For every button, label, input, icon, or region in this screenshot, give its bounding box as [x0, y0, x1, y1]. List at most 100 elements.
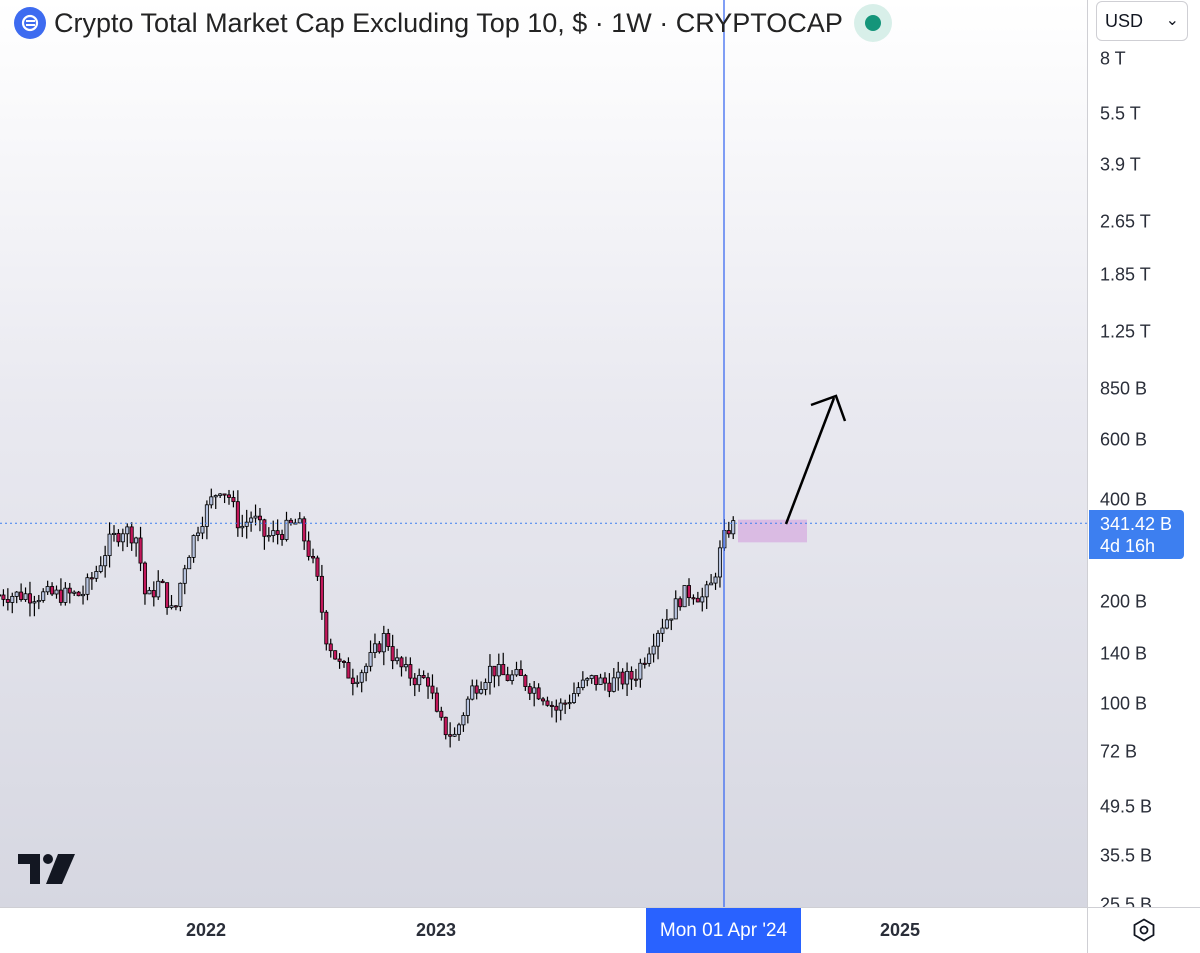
candle[interactable] [333, 650, 338, 660]
candle[interactable] [200, 516, 205, 540]
candle[interactable] [262, 518, 267, 550]
candle[interactable] [536, 683, 541, 700]
candle[interactable] [257, 507, 262, 532]
candle[interactable] [50, 582, 55, 597]
candle[interactable] [359, 669, 364, 693]
candle[interactable] [616, 661, 621, 691]
candle[interactable] [23, 587, 28, 602]
candle[interactable] [125, 523, 130, 548]
candle[interactable] [563, 699, 568, 714]
candle[interactable] [302, 516, 307, 550]
candle[interactable] [81, 585, 86, 605]
candle[interactable] [505, 666, 510, 682]
candle[interactable] [231, 490, 236, 508]
candle[interactable] [386, 628, 391, 651]
candle[interactable] [567, 694, 572, 710]
candle[interactable] [226, 489, 231, 505]
candle[interactable] [633, 668, 638, 687]
candle[interactable] [572, 682, 577, 704]
candle[interactable] [253, 504, 258, 526]
chart-plot-area[interactable]: Crypto Total Market Cap Excluding Top 10… [0, 0, 1087, 907]
candle[interactable] [76, 590, 81, 597]
currency-selector[interactable]: USD ⌄ [1096, 1, 1188, 41]
candle[interactable] [492, 665, 497, 688]
candle[interactable] [576, 682, 581, 697]
candle[interactable] [682, 585, 687, 608]
candle[interactable] [713, 572, 718, 590]
candle[interactable] [377, 641, 382, 654]
candle[interactable] [434, 687, 439, 713]
candle[interactable] [288, 518, 293, 526]
candle[interactable] [598, 673, 603, 685]
candle[interactable] [319, 564, 324, 620]
candle[interactable] [390, 634, 395, 670]
candle[interactable] [461, 712, 466, 732]
candle[interactable] [27, 581, 32, 617]
candle[interactable] [412, 673, 417, 697]
candle[interactable] [408, 657, 413, 686]
candle[interactable] [448, 722, 453, 748]
candle[interactable] [178, 582, 183, 612]
candle[interactable] [660, 618, 665, 642]
candle[interactable] [222, 493, 227, 504]
candle[interactable] [465, 696, 470, 724]
candle[interactable] [337, 653, 342, 669]
candle[interactable] [589, 674, 594, 684]
candle[interactable] [341, 659, 346, 668]
candle[interactable] [297, 512, 302, 524]
price-axis[interactable]: USD ⌄ 8 T 5.5 T 3.9 T 2.65 T 1.85 T 1.25 T 850… [1087, 0, 1200, 907]
candle[interactable] [426, 672, 431, 699]
candle[interactable] [5, 588, 10, 611]
candle[interactable] [695, 591, 700, 603]
candle[interactable] [602, 672, 607, 691]
candle[interactable] [240, 514, 245, 538]
candle[interactable] [324, 610, 329, 651]
candle[interactable] [10, 592, 15, 614]
candle[interactable] [558, 698, 563, 721]
candle[interactable] [235, 490, 240, 537]
candle[interactable] [306, 531, 311, 561]
candle[interactable] [656, 630, 661, 660]
candle[interactable] [642, 657, 647, 669]
market-status-indicator[interactable] [854, 4, 892, 42]
candlestick-chart[interactable] [0, 0, 1087, 907]
candle[interactable] [116, 529, 121, 547]
candle[interactable] [580, 671, 585, 691]
candle[interactable] [173, 605, 178, 611]
candle[interactable] [443, 716, 448, 740]
candle[interactable] [315, 555, 320, 581]
candle[interactable] [58, 578, 63, 606]
candle[interactable] [611, 668, 616, 693]
candle[interactable] [368, 640, 373, 672]
candle[interactable] [678, 596, 683, 611]
candle[interactable] [156, 570, 161, 600]
candle[interactable] [1, 589, 6, 607]
candle[interactable] [120, 528, 125, 552]
candle[interactable] [63, 582, 68, 606]
candle[interactable] [625, 662, 630, 696]
candle[interactable] [191, 534, 196, 563]
candle[interactable] [527, 683, 532, 701]
candle[interactable] [470, 679, 475, 701]
candle[interactable] [280, 529, 285, 546]
candle[interactable] [182, 564, 187, 595]
candle[interactable] [147, 586, 152, 595]
candle[interactable] [585, 677, 590, 687]
candle[interactable] [213, 494, 218, 510]
candle[interactable] [456, 722, 461, 741]
candle[interactable] [311, 548, 316, 564]
candle[interactable] [107, 522, 112, 568]
candle[interactable] [165, 582, 170, 615]
candle[interactable] [218, 493, 223, 498]
candle[interactable] [700, 587, 705, 612]
candle[interactable] [709, 574, 714, 586]
up-arrow-annotation[interactable] [784, 394, 847, 525]
candle[interactable] [0, 588, 2, 597]
candle[interactable] [430, 674, 435, 700]
candle[interactable] [36, 594, 41, 610]
candle[interactable] [664, 609, 669, 630]
candle[interactable] [496, 653, 501, 687]
candle[interactable] [532, 681, 537, 707]
candle[interactable] [731, 516, 736, 540]
candle[interactable] [275, 519, 280, 545]
